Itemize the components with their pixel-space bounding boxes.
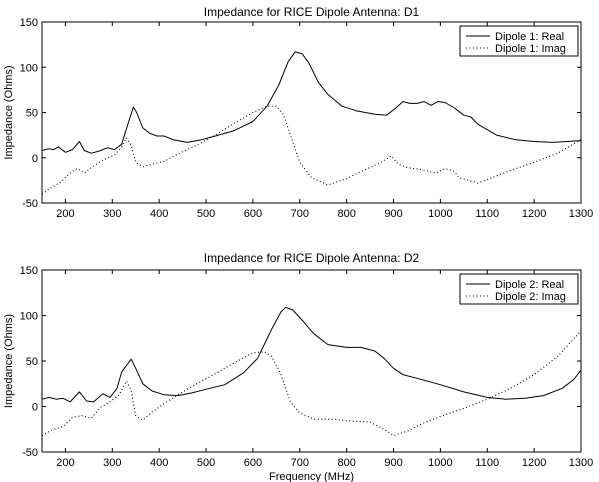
x-tick-label: 800 — [337, 208, 355, 220]
chart-title: Impedance for RICE Dipole Antenna: D1 — [204, 5, 420, 19]
y-axis-label: Impedance (Ohms) — [3, 65, 15, 159]
series-line-imag — [41, 105, 582, 195]
x-tick-label: 400 — [150, 457, 168, 469]
x-tick-label: 600 — [244, 457, 262, 469]
y-tick-label: -50 — [22, 447, 38, 459]
x-tick-label: 300 — [103, 208, 121, 220]
series-line-imag — [41, 330, 582, 437]
x-tick-label: 900 — [384, 208, 402, 220]
x-tick-label: 700 — [291, 208, 309, 220]
y-tick-label: 0 — [32, 402, 38, 414]
x-tick-label: 500 — [197, 457, 215, 469]
y-tick-label: 50 — [26, 108, 38, 120]
x-tick-label: 1000 — [428, 457, 452, 469]
y-axis-label: Impedance (Ohms) — [3, 314, 15, 408]
x-tick-label: 1000 — [428, 208, 452, 220]
y-tick-label: 150 — [20, 265, 38, 277]
x-tick-label: 1300 — [569, 208, 593, 220]
x-axis-label: Frequency (MHz) — [269, 471, 354, 482]
y-tick-label: 50 — [26, 356, 38, 368]
legend-label: Dipole 2: Real — [495, 279, 564, 291]
y-tick-label: 150 — [20, 17, 38, 29]
chart-title: Impedance for RICE Dipole Antenna: D2 — [204, 251, 420, 265]
chart-top: Impedance for RICE Dipole Antenna: D1 200… — [3, 5, 593, 220]
x-tick-label: 1300 — [569, 457, 593, 469]
x-tick-label: 1100 — [475, 457, 499, 469]
x-tick-label: 1100 — [475, 208, 499, 220]
y-tick-label: 0 — [32, 153, 38, 165]
series-line-real — [41, 51, 582, 154]
x-tick-label: 1200 — [522, 208, 546, 220]
x-tick-label: 1200 — [522, 457, 546, 469]
legend-label: Dipole 2: Imag — [495, 291, 566, 303]
y-tick-label: -50 — [22, 198, 38, 210]
x-tick-label: 700 — [291, 457, 309, 469]
legend-label: Dipole 1: Real — [495, 31, 564, 43]
legend-box — [459, 25, 579, 57]
x-tick-label: 400 — [150, 208, 168, 220]
legend-box — [459, 273, 579, 305]
legend-label: Dipole 1: Imag — [495, 43, 566, 55]
x-tick-label: 600 — [244, 208, 262, 220]
x-tick-label: 200 — [56, 208, 74, 220]
x-tick-label: 200 — [56, 457, 74, 469]
x-tick-label: 500 — [197, 208, 215, 220]
chart-bottom: Impedance for RICE Dipole Antenna: D2 200… — [3, 251, 593, 482]
x-tick-label: 300 — [103, 457, 121, 469]
y-tick-label: 100 — [20, 311, 38, 323]
x-tick-label: 800 — [337, 457, 355, 469]
x-tick-label: 900 — [384, 457, 402, 469]
y-tick-label: 100 — [20, 62, 38, 74]
series-line-real — [41, 306, 582, 403]
